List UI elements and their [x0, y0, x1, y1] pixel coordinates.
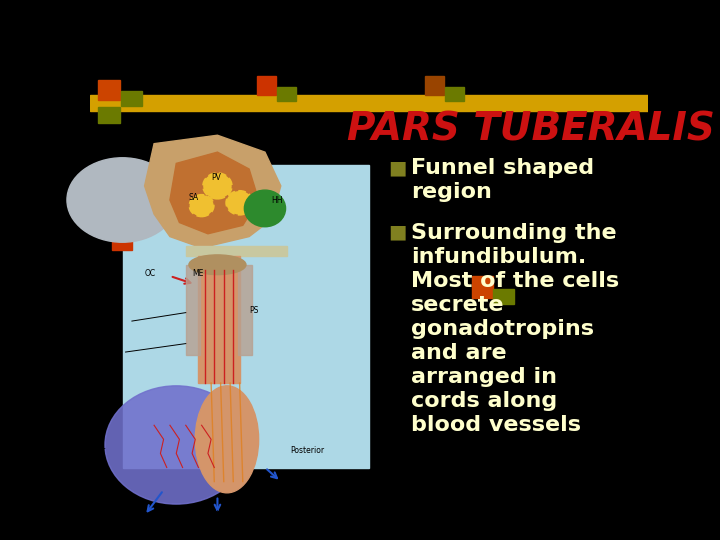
Text: HH: HH — [271, 196, 283, 205]
Text: ■: ■ — [389, 223, 407, 242]
Circle shape — [189, 195, 214, 217]
Text: Posterior: Posterior — [290, 447, 325, 455]
Text: IIIV: IIIV — [210, 125, 225, 134]
Bar — [124, 165, 369, 468]
Bar — [99, 107, 120, 123]
Bar — [472, 276, 493, 298]
Text: ME: ME — [192, 269, 204, 278]
Text: PS: PS — [249, 306, 258, 315]
Bar — [90, 94, 648, 111]
Text: OC: OC — [145, 269, 156, 278]
Text: portal vessel: portal vessel — [75, 316, 120, 322]
Circle shape — [203, 173, 232, 199]
Polygon shape — [170, 152, 258, 234]
Polygon shape — [145, 135, 281, 248]
Text: Funnel shaped
region: Funnel shaped region — [411, 158, 594, 202]
Text: PARS TUBERALIS: PARS TUBERALIS — [347, 110, 714, 148]
Bar — [445, 87, 464, 102]
Bar — [258, 77, 276, 94]
Bar — [121, 91, 142, 106]
Bar — [238, 265, 252, 355]
Circle shape — [226, 191, 253, 214]
Bar — [186, 246, 287, 256]
Bar — [99, 80, 120, 100]
Bar — [277, 87, 297, 102]
Bar — [493, 288, 514, 305]
Bar — [112, 227, 132, 250]
Text: Anterior: Anterior — [75, 447, 106, 455]
Text: tuberalis: tuberalis — [81, 350, 112, 356]
Ellipse shape — [105, 386, 248, 504]
Bar — [425, 77, 444, 94]
Text: Surrounding the
infundibulum.
Most of the cells
secrete
gonadotropins
and are
ar: Surrounding the infundibulum. Most of th… — [411, 223, 619, 435]
Circle shape — [244, 190, 286, 227]
Ellipse shape — [67, 158, 178, 242]
Text: ■: ■ — [389, 158, 407, 177]
Bar — [186, 265, 200, 355]
Text: intermediate
lobe: intermediate lobe — [186, 510, 230, 523]
Text: PV: PV — [211, 173, 221, 183]
Text: SA: SA — [189, 193, 199, 202]
Ellipse shape — [195, 386, 258, 493]
Bar — [199, 256, 240, 383]
Ellipse shape — [189, 255, 246, 275]
